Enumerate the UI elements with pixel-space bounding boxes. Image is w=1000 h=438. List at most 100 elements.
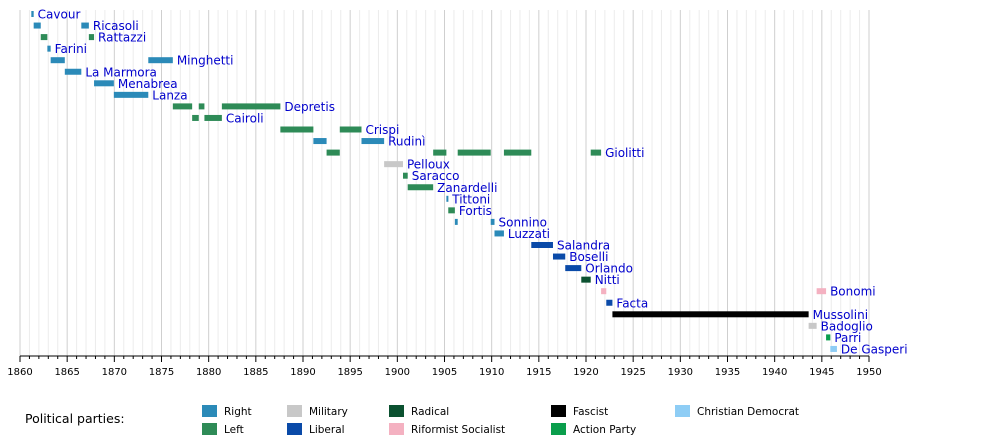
term-bar-zanardelli: [407, 184, 434, 191]
tick-label-1870: 1870: [102, 367, 127, 378]
tick-label-1895: 1895: [337, 367, 362, 378]
tick-label-1935: 1935: [715, 367, 740, 378]
tick-label-1875: 1875: [149, 367, 174, 378]
term-bar-menabrea: [94, 80, 114, 87]
term-bar-ricasoli: [81, 22, 89, 29]
term-bar-cairoli: [204, 114, 222, 121]
term-bar-giolitti: [326, 149, 340, 156]
term-bar-ricasoli: [33, 22, 41, 29]
legend-item-riformist-socialist: Riformist Socialist: [389, 423, 505, 436]
legend-item-christian-democrat: Christian Democrat: [675, 405, 799, 418]
x-axis: 1860 1865 1870 1875 1880 1885 1890 1895 1900 1905…: [7, 355, 882, 378]
tick-label-1860: 1860: [7, 367, 32, 378]
term-bar-saracco: [402, 172, 408, 179]
term-bar-giolitti: [433, 149, 447, 156]
term-bar-farini: [47, 45, 51, 52]
term-bar-fortis: [448, 207, 455, 214]
tick-label-1880: 1880: [196, 367, 221, 378]
tick-label-1905: 1905: [432, 367, 457, 378]
term-bar-facta: [606, 299, 613, 306]
legend-item-action-party: Action Party: [551, 423, 636, 436]
label-giolitti: Giolitti: [605, 146, 644, 160]
label-de-gasperi: De Gasperi: [841, 342, 908, 356]
label-luzzati: Luzzati: [508, 227, 550, 241]
legend-item-left: Left: [202, 423, 244, 436]
label-facta: Facta: [616, 296, 648, 310]
legend-item-military: Military: [287, 405, 348, 418]
legend-items: Right Left Military Liberal Radical Riformist…: [202, 405, 799, 436]
term-bar-giolitti: [457, 149, 491, 156]
tick-label-1945: 1945: [809, 367, 834, 378]
label-pelloux: Pelloux: [407, 158, 450, 172]
tick-label-1900: 1900: [385, 367, 410, 378]
label-bonomi: Bonomi: [830, 285, 876, 299]
legend-label: Military: [309, 406, 348, 418]
label-rattazzi: Rattazzi: [98, 31, 146, 45]
term-bar-lanza: [113, 91, 149, 98]
label-lanza: Lanza: [152, 88, 187, 102]
term-bar-depretis: [221, 103, 281, 110]
label-ricasoli: Ricasoli: [93, 19, 139, 33]
legend-swatch: [551, 423, 566, 435]
label-boselli: Boselli: [569, 250, 608, 264]
label-salandra: Salandra: [557, 239, 610, 253]
legend: Political parties: Right Left Military Libe…: [25, 405, 799, 436]
legend-label: Riformist Socialist: [411, 424, 505, 436]
legend-swatch: [675, 405, 690, 417]
term-bar-bonomi: [816, 288, 827, 295]
legend-item-right: Right: [202, 405, 252, 418]
term-bar-cairoli: [192, 114, 199, 121]
term-bar-mussolini: [612, 311, 809, 318]
legend-swatch: [287, 405, 302, 417]
term-bar-bonomi: [601, 288, 607, 295]
tick-label-1865: 1865: [54, 367, 79, 378]
label-la-marmora: La Marmora: [85, 65, 157, 79]
legend-label: Fascist: [573, 406, 608, 418]
label-tittoni: Tittoni: [451, 192, 490, 206]
term-bar-depretis: [198, 103, 205, 110]
label-saracco: Saracco: [412, 169, 460, 183]
label-farini: Farini: [55, 42, 87, 56]
term-bar-minghetti: [50, 57, 65, 64]
term-bar-depretis: [172, 103, 193, 110]
label-menabrea: Menabrea: [118, 77, 178, 91]
term-bar-crispi: [339, 126, 362, 133]
term-bar-minghetti: [148, 57, 173, 64]
label-orlando: Orlando: [585, 262, 633, 276]
legend-item-radical: Radical: [389, 405, 449, 418]
label-badoglio: Badoglio: [821, 319, 873, 333]
term-bar-pelloux: [384, 161, 403, 168]
tick-label-1885: 1885: [243, 367, 268, 378]
label-depretis: Depretis: [284, 100, 335, 114]
label-mussolini: Mussolini: [813, 308, 868, 322]
tick-label-1915: 1915: [526, 367, 551, 378]
term-bar-sonnino: [490, 218, 495, 225]
legend-swatch: [202, 423, 217, 435]
term-bar-cavour: [31, 11, 34, 17]
term-bar-rudini: [361, 138, 385, 145]
label-crispi: Crispi: [365, 123, 399, 137]
legend-label: Christian Democrat: [697, 406, 799, 418]
label-sonnino: Sonnino: [498, 215, 546, 229]
label-zanardelli: Zanardelli: [437, 181, 497, 195]
legend-swatch: [389, 423, 404, 435]
legend-label: Radical: [411, 406, 449, 418]
grid-lines: [19, 10, 870, 356]
tick-label-1925: 1925: [620, 367, 645, 378]
legend-title: Political parties:: [25, 411, 125, 426]
label-parri: Parri: [834, 331, 861, 345]
term-bar-parri: [826, 334, 831, 341]
tick-label-1940: 1940: [762, 367, 787, 378]
term-bar-nitti: [581, 276, 591, 283]
label-cavour: Cavour: [38, 8, 81, 22]
term-bar-giolitti: [590, 149, 602, 156]
term-bar-rattazzi: [40, 34, 48, 41]
tick-label-1920: 1920: [573, 367, 598, 378]
tick-label-1930: 1930: [668, 367, 693, 378]
term-bar-rudini: [313, 138, 327, 145]
term-bar-sonnino: [454, 218, 458, 225]
legend-label: Right: [224, 406, 252, 418]
tick-label-1910: 1910: [479, 367, 504, 378]
